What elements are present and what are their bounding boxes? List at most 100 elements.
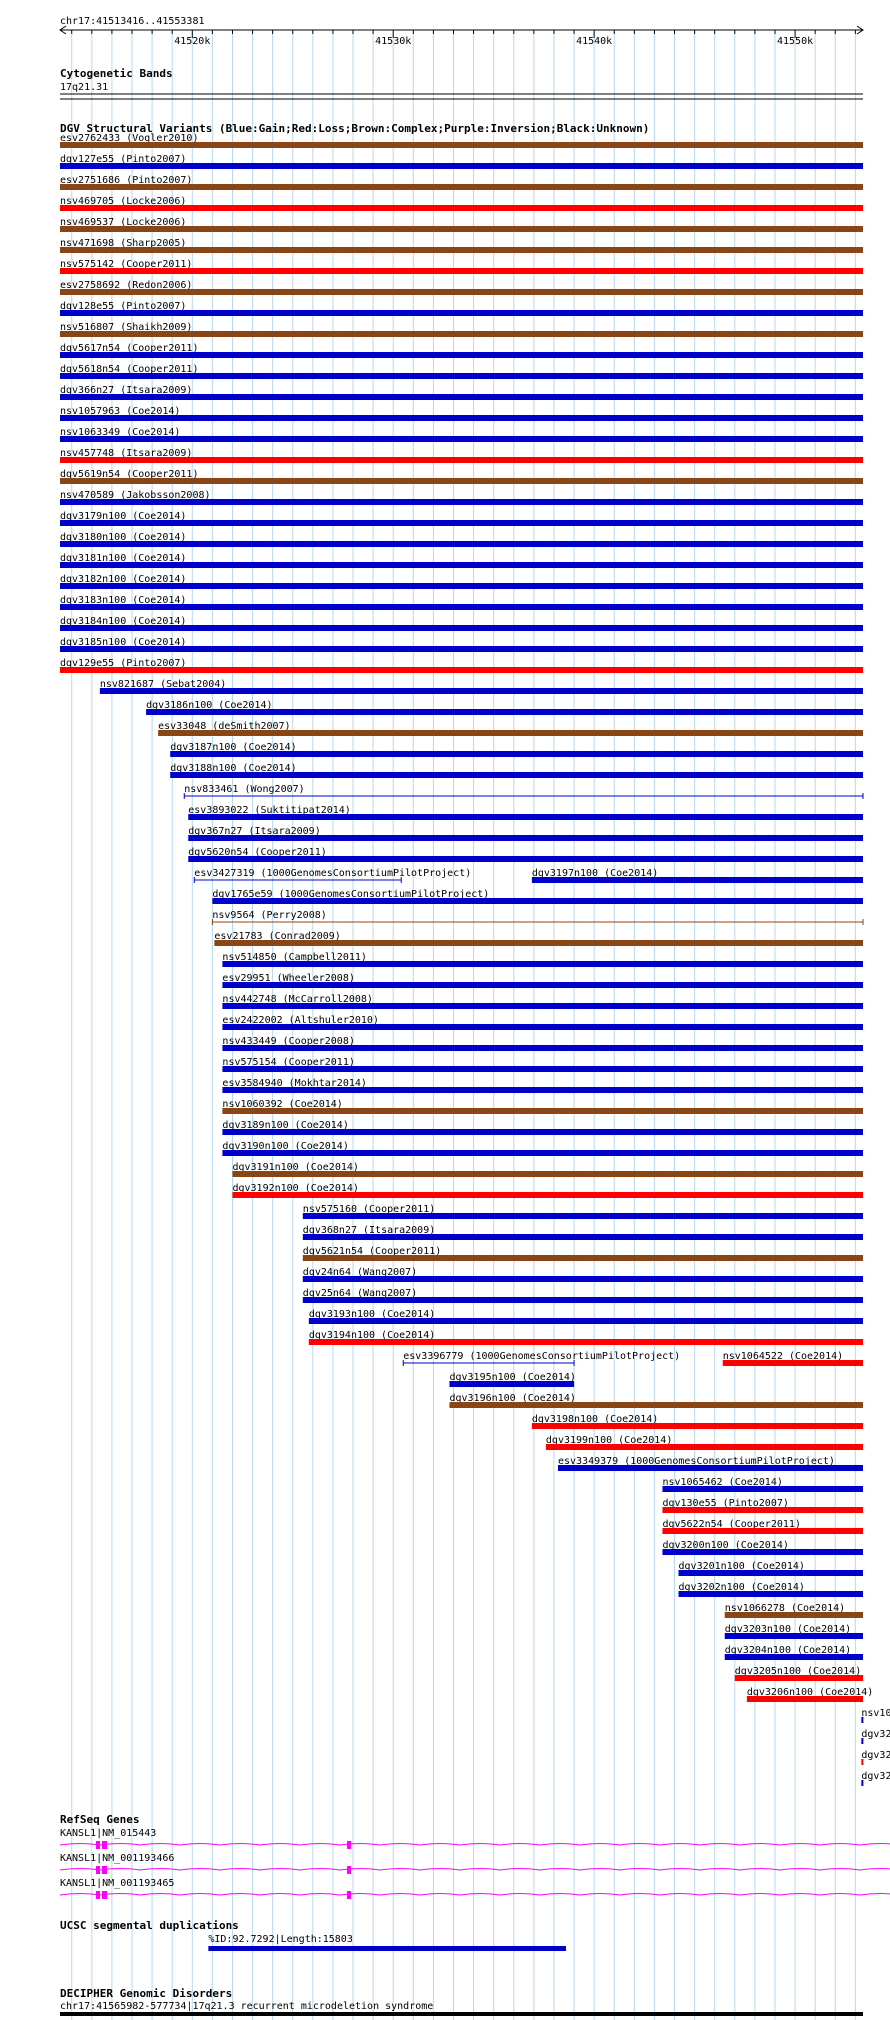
variant-label[interactable]: nsv1066278 (Coe2014) bbox=[725, 1603, 845, 1614]
variant-label[interactable]: dgv3182n100 (Coe2014) bbox=[60, 574, 186, 585]
variant-bar[interactable] bbox=[170, 751, 863, 757]
variant-label[interactable]: dgv3190n100 (Coe2014) bbox=[222, 1141, 348, 1152]
variant-bar[interactable] bbox=[222, 1066, 864, 1072]
dgv-variant[interactable]: esv3349379 (1000GenomesConsortiumPilotPr… bbox=[557, 1456, 863, 1471]
variant-label[interactable]: dgv5617n54 (Cooper2011) bbox=[60, 343, 198, 354]
variant-bar[interactable] bbox=[188, 814, 863, 820]
variant-label[interactable]: nsv442748 (McCarroll2008) bbox=[222, 994, 373, 1005]
dgv-variant[interactable]: nsv442748 (McCarroll2008) bbox=[222, 994, 864, 1009]
variant-label[interactable]: dgv32 bbox=[861, 1750, 890, 1761]
dgv-variant[interactable]: nsv575142 (Cooper2011) bbox=[60, 259, 863, 274]
variant-label[interactable]: nsv469537 (Locke2006) bbox=[60, 217, 186, 228]
variant-bar[interactable] bbox=[60, 394, 863, 400]
variant-label[interactable]: dgv3192n100 (Coe2014) bbox=[232, 1183, 358, 1194]
dgv-variant[interactable]: nsv1065462 (Coe2014) bbox=[662, 1477, 863, 1492]
dgv-variant[interactable]: dgv3192n100 (Coe2014) bbox=[232, 1183, 863, 1198]
variant-label[interactable]: esv2422002 (Altshuler2010) bbox=[222, 1015, 379, 1026]
variant-label[interactable]: dgv5619n54 (Cooper2011) bbox=[60, 469, 198, 480]
variant-label[interactable]: nsv1065462 (Coe2014) bbox=[662, 1477, 782, 1488]
variant-bar[interactable] bbox=[678, 1570, 863, 1576]
variant-label[interactable]: esv3584940 (Mokhtar2014) bbox=[222, 1078, 366, 1089]
dgv-variant[interactable]: nsv469705 (Locke2006) bbox=[60, 196, 863, 211]
variant-bar[interactable] bbox=[146, 709, 864, 715]
refseq-gene[interactable]: KANSL1|NM_015443 bbox=[59, 1828, 890, 1849]
variant-label[interactable]: dgv1765e59 (1000GenomesConsortiumPilotPr… bbox=[212, 889, 489, 900]
variant-label[interactable]: dgv3197n100 (Coe2014) bbox=[532, 868, 658, 879]
dgv-variant[interactable]: dgv3190n100 (Coe2014) bbox=[222, 1141, 864, 1156]
dgv-variant[interactable]: nsv1064522 (Coe2014) bbox=[722, 1351, 863, 1366]
gene-label[interactable]: KANSL1|NM_001193466 bbox=[60, 1853, 174, 1864]
dgv-variant[interactable]: nsv10 bbox=[861, 1708, 890, 1723]
variant-label[interactable]: nsv514850 (Campbell2011) bbox=[222, 952, 366, 963]
variant-bar[interactable] bbox=[60, 583, 863, 589]
variant-label[interactable]: dgv3191n100 (Coe2014) bbox=[232, 1162, 358, 1173]
dgv-variant[interactable]: dgv129e55 (Pinto2007) bbox=[60, 658, 863, 673]
variant-label[interactable]: esv29951 (Wheeler2008) bbox=[222, 973, 354, 984]
gene-label[interactable]: KANSL1|NM_001193465 bbox=[60, 1878, 174, 1889]
dgv-variant[interactable]: nsv575154 (Cooper2011) bbox=[222, 1057, 864, 1072]
dgv-variant[interactable]: dgv368n27 (Itsara2009) bbox=[302, 1225, 864, 1240]
variant-label[interactable]: dgv128e55 (Pinto2007) bbox=[60, 301, 186, 312]
gene-exon[interactable] bbox=[102, 1891, 107, 1899]
dgv-variant[interactable]: dgv5621n54 (Cooper2011) bbox=[302, 1246, 864, 1261]
variant-label[interactable]: nsv433449 (Cooper2008) bbox=[222, 1036, 354, 1047]
dgv-variant[interactable]: esv2751686 (Pinto2007) bbox=[60, 175, 863, 190]
dgv-variant[interactable]: esv3427319 (1000GenomesConsortiumPilotPr… bbox=[193, 868, 471, 883]
variant-bar[interactable] bbox=[60, 205, 863, 211]
variant-bar[interactable] bbox=[222, 1129, 864, 1135]
variant-label[interactable]: esv33048 (deSmith2007) bbox=[158, 721, 290, 732]
variant-label[interactable]: dgv3180n100 (Coe2014) bbox=[60, 532, 186, 543]
segdup-track-title[interactable]: UCSC segmental duplications bbox=[60, 1919, 239, 1932]
variant-bar[interactable] bbox=[60, 625, 863, 631]
variant-label[interactable]: dgv5620n54 (Cooper2011) bbox=[188, 847, 326, 858]
variant-bar[interactable] bbox=[302, 1276, 864, 1282]
variant-label[interactable]: dgv3203n100 (Coe2014) bbox=[725, 1624, 851, 1635]
variant-label[interactable]: esv2758692 (Redon2006) bbox=[60, 280, 192, 291]
dgv-variant[interactable]: dgv3196n100 (Coe2014) bbox=[449, 1393, 863, 1408]
dgv-variant[interactable]: nsv469537 (Locke2006) bbox=[60, 217, 863, 232]
dgv-variant[interactable]: dgv3191n100 (Coe2014) bbox=[232, 1162, 863, 1177]
dgv-variant[interactable]: nsv514850 (Campbell2011) bbox=[222, 952, 864, 967]
variant-bar[interactable] bbox=[724, 1633, 863, 1639]
variant-bar[interactable] bbox=[557, 1465, 863, 1471]
variant-label[interactable]: nsv575154 (Cooper2011) bbox=[222, 1057, 354, 1068]
dgv-variant[interactable]: dgv32 bbox=[861, 1771, 890, 1786]
dgv-variant[interactable]: nsv516807 (Shaikh2009) bbox=[60, 322, 863, 337]
gene-exon[interactable] bbox=[347, 1891, 351, 1899]
dgv-variant[interactable]: dgv5619n54 (Cooper2011) bbox=[60, 469, 863, 484]
variant-label[interactable]: dgv3196n100 (Coe2014) bbox=[449, 1393, 575, 1404]
variant-bar[interactable] bbox=[861, 1738, 864, 1744]
variant-bar[interactable] bbox=[531, 877, 863, 883]
variant-bar[interactable] bbox=[188, 835, 863, 841]
variant-bar[interactable] bbox=[222, 961, 864, 967]
variant-label[interactable]: nsv1063349 (Coe2014) bbox=[60, 427, 180, 438]
variant-label[interactable]: dgv3186n100 (Coe2014) bbox=[146, 700, 272, 711]
variant-bar[interactable] bbox=[222, 1108, 864, 1114]
variant-label[interactable]: dgv5622n54 (Cooper2011) bbox=[662, 1519, 800, 1530]
refseq-gene[interactable]: KANSL1|NM_001193465 bbox=[59, 1878, 890, 1899]
variant-bar[interactable] bbox=[678, 1591, 863, 1597]
variant-bar[interactable] bbox=[545, 1444, 863, 1450]
dgv-variant[interactable]: nsv433449 (Cooper2008) bbox=[222, 1036, 864, 1051]
dgv-variant[interactable]: dgv3204n100 (Coe2014) bbox=[724, 1645, 863, 1660]
dgv-variant[interactable]: dgv367n27 (Itsara2009) bbox=[188, 826, 863, 841]
variant-bar[interactable] bbox=[302, 1213, 864, 1219]
dgv-variant[interactable]: dgv5618n54 (Cooper2011) bbox=[60, 364, 863, 379]
variant-label[interactable]: esv3893022 (Suktitipat2014) bbox=[188, 805, 351, 816]
variant-bar[interactable] bbox=[232, 1171, 863, 1177]
dgv-variant[interactable]: dgv3188n100 (Coe2014) bbox=[170, 763, 863, 778]
gene-exon[interactable] bbox=[96, 1891, 100, 1899]
variant-bar[interactable] bbox=[99, 688, 864, 694]
variant-label[interactable]: dgv3189n100 (Coe2014) bbox=[222, 1120, 348, 1131]
dgv-variant[interactable]: dgv127e55 (Pinto2007) bbox=[60, 154, 863, 169]
dgv-track-title[interactable]: DGV Structural Variants (Blue:Gain;Red:L… bbox=[60, 122, 649, 135]
dgv-variant[interactable]: nsv833461 (Wong2007) bbox=[183, 784, 864, 799]
dgv-variant[interactable]: dgv3187n100 (Coe2014) bbox=[170, 742, 863, 757]
variant-label[interactable]: nsv833461 (Wong2007) bbox=[184, 784, 304, 795]
variant-bar[interactable] bbox=[60, 184, 863, 190]
variant-label[interactable]: nsv469705 (Locke2006) bbox=[60, 196, 186, 207]
variant-label[interactable]: dgv3185n100 (Coe2014) bbox=[60, 637, 186, 648]
dgv-variant[interactable]: dgv3206n100 (Coe2014) bbox=[746, 1687, 873, 1702]
segdup-label[interactable]: %ID:92.7292|Length:15803 bbox=[208, 1934, 353, 1945]
dgv-variant[interactable]: esv33048 (deSmith2007) bbox=[158, 721, 863, 736]
